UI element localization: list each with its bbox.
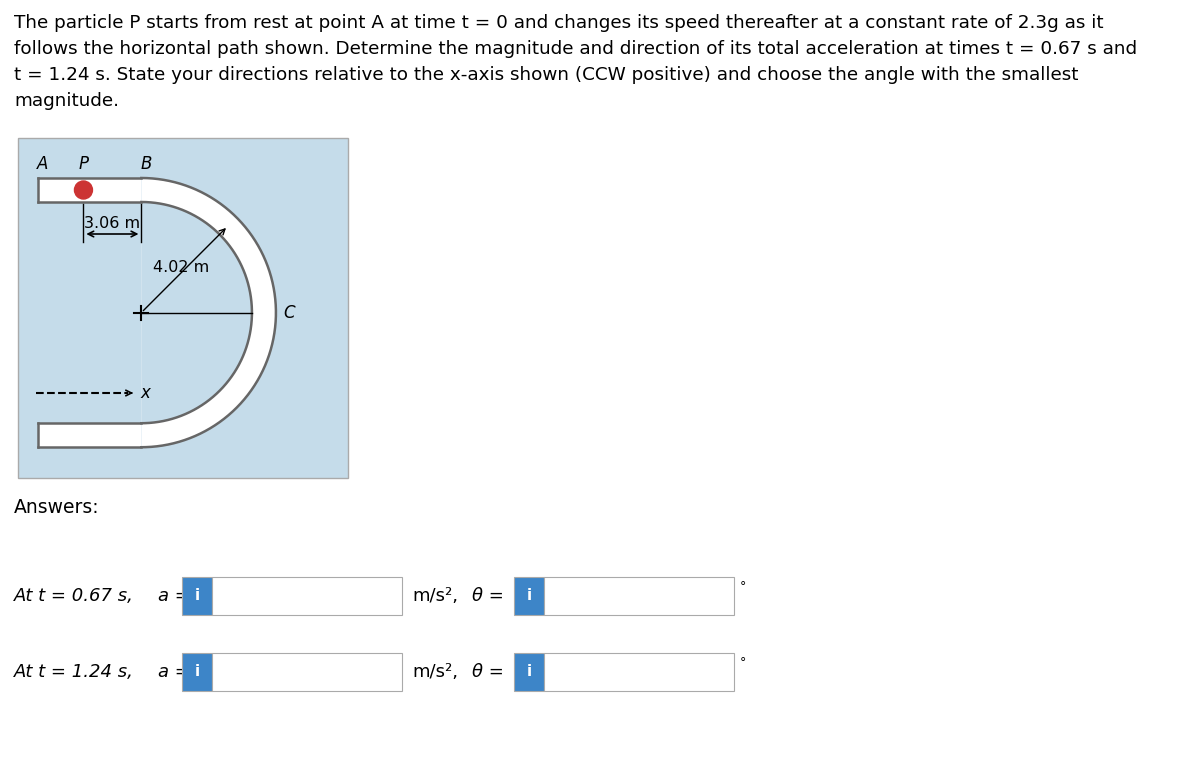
Text: follows the horizontal path shown. Determine the magnitude and direction of its : follows the horizontal path shown. Deter… bbox=[14, 40, 1138, 58]
Text: P: P bbox=[78, 155, 89, 173]
Text: Answers:: Answers: bbox=[14, 498, 100, 517]
Bar bbox=[182, 577, 212, 615]
Bar bbox=[544, 577, 734, 615]
Text: a =: a = bbox=[158, 663, 190, 681]
Wedge shape bbox=[142, 202, 252, 423]
Text: magnitude.: magnitude. bbox=[14, 92, 119, 110]
Text: At t = 0.67 s,: At t = 0.67 s, bbox=[14, 587, 134, 605]
Text: A: A bbox=[37, 155, 49, 173]
Bar bbox=[38, 178, 142, 202]
Text: i: i bbox=[527, 664, 532, 680]
Bar bbox=[38, 423, 142, 447]
Text: °: ° bbox=[740, 580, 746, 593]
Text: B: B bbox=[140, 155, 152, 173]
Text: i: i bbox=[527, 588, 532, 603]
Text: 3.06 m: 3.06 m bbox=[84, 216, 140, 231]
Text: C: C bbox=[283, 304, 294, 322]
Bar bbox=[544, 653, 734, 691]
Wedge shape bbox=[142, 178, 276, 447]
Bar bbox=[212, 653, 402, 691]
Text: i: i bbox=[194, 664, 199, 680]
Text: At t = 1.24 s,: At t = 1.24 s, bbox=[14, 663, 134, 681]
Text: i: i bbox=[194, 588, 199, 603]
Bar bbox=[212, 577, 402, 615]
Text: a =: a = bbox=[158, 587, 190, 605]
Text: m/s²,: m/s², bbox=[412, 587, 458, 605]
Bar bbox=[18, 138, 348, 478]
Bar bbox=[514, 577, 544, 615]
Text: °: ° bbox=[740, 656, 746, 669]
Text: m/s²,: m/s², bbox=[412, 663, 458, 681]
Text: θ =: θ = bbox=[472, 587, 504, 605]
Text: θ =: θ = bbox=[472, 663, 504, 681]
Bar bbox=[182, 653, 212, 691]
Bar bbox=[514, 653, 544, 691]
Text: t = 1.24 s. State your directions relative to the x-axis shown (CCW positive) an: t = 1.24 s. State your directions relati… bbox=[14, 66, 1079, 84]
Circle shape bbox=[74, 181, 92, 199]
Text: The particle P starts from rest at point A at time t = 0 and changes its speed t: The particle P starts from rest at point… bbox=[14, 14, 1104, 32]
Text: x: x bbox=[140, 384, 150, 402]
Text: 4.02 m: 4.02 m bbox=[154, 260, 210, 275]
